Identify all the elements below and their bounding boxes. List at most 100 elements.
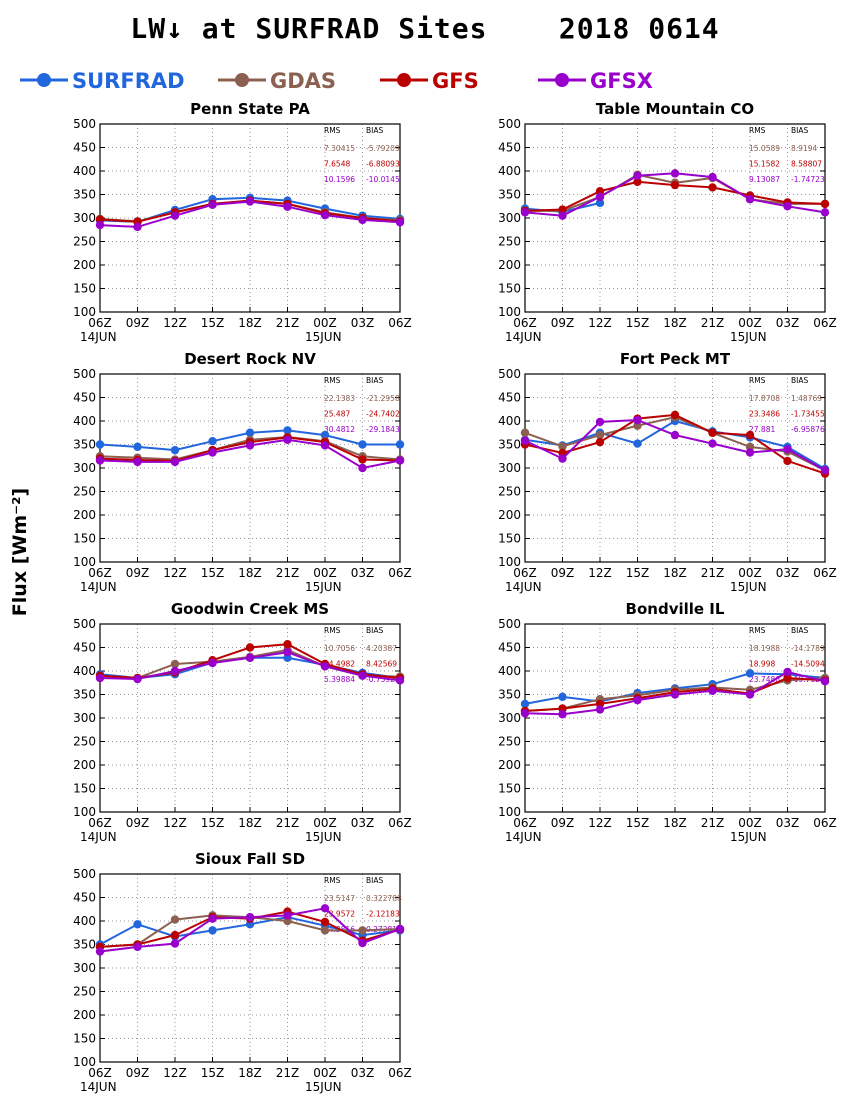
- panel-5-point-gfsx: [133, 674, 142, 684]
- panel-7-point-gfsx: [283, 911, 292, 920]
- panel-4-point-gfsx: [520, 436, 530, 445]
- panel-2-stats-header-rms: RMS: [749, 126, 766, 135]
- panel-3-ytick-label: 200: [73, 508, 96, 522]
- panel-3-title: Desert Rock NV: [184, 350, 316, 368]
- panel-3-point-surfrad: [208, 437, 217, 446]
- panel-7-point-gfsx: [133, 942, 142, 952]
- panel-2-xtick-label: 21Z: [701, 316, 725, 330]
- panel-5-ytick-label: 500: [73, 617, 96, 631]
- panel-5-point-gfsx: [320, 662, 330, 671]
- legend-label-gfs: GFS: [432, 69, 479, 93]
- panel-3-point-gfsx: [283, 435, 292, 444]
- panel-1-point-gfsx: [245, 197, 255, 206]
- panel-4-point-gdas: [558, 442, 567, 451]
- panel-1-xtick-label: 09Z: [126, 316, 150, 330]
- panel-5-xtick-label: 18Z: [238, 816, 262, 830]
- panel-6-xtick-label: 06Z: [513, 816, 537, 830]
- panel-2-point-gfs: [633, 177, 642, 187]
- panel-1-xtick-label: 15Z: [201, 316, 225, 330]
- panel-4-xtick-label: 21Z: [701, 566, 725, 580]
- panel-3-point-surfrad: [245, 428, 255, 437]
- panel-1-ytick-label: 300: [73, 211, 96, 225]
- panel-7-stats-bias-1: 0.322788: [366, 894, 402, 903]
- panel-7-point-gfsx: [245, 913, 255, 922]
- panel-4-xtick-label: 12Z: [588, 566, 612, 580]
- panel-3-point-gfsx: [320, 441, 330, 450]
- panel-6-stats-rms-1: 18.1988: [749, 644, 780, 653]
- panel-4-point-gdas: [520, 428, 530, 437]
- panel-7-point-gfs: [170, 930, 180, 940]
- panel-3-point-surfrad: [320, 430, 330, 440]
- panel-7-ytick-label: 500: [73, 867, 96, 881]
- panel-2-stats-rms-3: 9.13087: [749, 175, 780, 184]
- panel-1-xtick-label: 03Z: [351, 316, 375, 330]
- panel-7-point-surfrad: [133, 920, 142, 929]
- panel-5-point-gfs: [283, 640, 292, 649]
- panel-7-xtick-label: 09Z: [126, 1066, 150, 1080]
- panel-6-ytick-label: 450: [498, 641, 521, 655]
- panel-4-point-gfs: [708, 428, 717, 437]
- panel-1-ytick-label: 150: [73, 282, 96, 296]
- panel-5-date-label-1: 14JUN: [80, 830, 117, 844]
- panel-2-xtick-label: 12Z: [588, 316, 612, 330]
- panel-2-point-surfrad: [595, 198, 605, 208]
- panel-3-xtick-label: 06Z: [388, 566, 412, 580]
- panel-2-point-gfsx: [783, 202, 792, 211]
- panel-5-stats-header-rms: RMS: [324, 626, 341, 635]
- panel-7-date-label-1: 14JUN: [80, 1080, 117, 1094]
- panel-4-point-gfs: [670, 410, 680, 420]
- panel-7-point-surfrad: [208, 926, 217, 935]
- panel-2-point-gfsx: [558, 211, 567, 220]
- panel-1-xtick-label: 00Z: [313, 316, 337, 330]
- panel-6-point-gfs: [783, 673, 792, 683]
- panel-7-ytick-label: 200: [73, 1008, 96, 1022]
- panel-5-point-gfsx: [208, 658, 217, 668]
- panel-5-stats-rms-3: 5.39884: [324, 675, 355, 684]
- panel-7-xtick-label: 06Z: [88, 1066, 112, 1080]
- panel-5-xtick-label: 15Z: [201, 816, 225, 830]
- panel-4-xtick-label: 00Z: [738, 566, 762, 580]
- panel-6-xtick-label: 03Z: [776, 816, 800, 830]
- panel-4-ytick-label: 150: [498, 532, 521, 546]
- panel-3-xtick-label: 03Z: [351, 566, 375, 580]
- legend-marker-gdas: [235, 73, 249, 87]
- panel-6-title: Bondville IL: [626, 600, 725, 618]
- panel-5-xtick-label: 03Z: [351, 816, 375, 830]
- panel-4-point-gdas: [595, 430, 605, 440]
- panel-2-point-gfsx: [633, 171, 642, 180]
- panel-6-point-gfsx: [520, 709, 530, 718]
- panel-6-ytick-label: 350: [498, 688, 521, 702]
- panel-5-point-gdas: [170, 659, 180, 669]
- panel-7-point-gfsx: [95, 947, 105, 956]
- panel-1-xtick-label: 21Z: [276, 316, 300, 330]
- panel-4-stats-header-bias: BIAS: [791, 376, 808, 385]
- panel-4-point-gfsx: [558, 454, 567, 463]
- panel-1-point-gfsx: [170, 211, 180, 220]
- panel-5-ytick-label: 400: [73, 664, 96, 678]
- panel-5-point-gfs: [245, 643, 255, 652]
- panel-6-ytick-label: 400: [498, 664, 521, 678]
- panel-3-stats-rms-1: 22.1383: [324, 394, 355, 403]
- panel-7-ytick-label: 100: [73, 1055, 96, 1069]
- panel-3-xtick-label: 06Z: [88, 566, 112, 580]
- panel-1-xtick-label: 06Z: [88, 316, 112, 330]
- panel-5-point-gfsx: [170, 666, 180, 676]
- panel-4-ytick-label: 100: [498, 555, 521, 569]
- panel-3-point-surfrad: [133, 442, 142, 452]
- legend-marker-surfrad: [37, 73, 51, 87]
- panel-1-date-label-1: 14JUN: [80, 330, 117, 344]
- panel-6-ytick-label: 250: [498, 735, 521, 749]
- panel-2-point-gfsx: [708, 172, 717, 182]
- panel-7-ytick-label: 250: [73, 985, 96, 999]
- panel-1-ytick-label: 250: [73, 235, 96, 249]
- panel-5-stats-bias-1: 4.20387: [366, 644, 397, 653]
- panel-4-stats-header-rms: RMS: [749, 376, 766, 385]
- panel-3-point-surfrad: [358, 440, 367, 449]
- panel-2-ytick-label: 150: [498, 282, 521, 296]
- panel-7-xtick-label: 21Z: [276, 1066, 300, 1080]
- legend-marker-gfs: [397, 73, 411, 87]
- panel-4-xtick-label: 15Z: [626, 566, 650, 580]
- panel-7-stats-bias-2: -2.12183: [366, 910, 400, 919]
- panel-1-point-gfsx: [395, 218, 405, 227]
- panel-3-ytick-label: 350: [73, 438, 96, 452]
